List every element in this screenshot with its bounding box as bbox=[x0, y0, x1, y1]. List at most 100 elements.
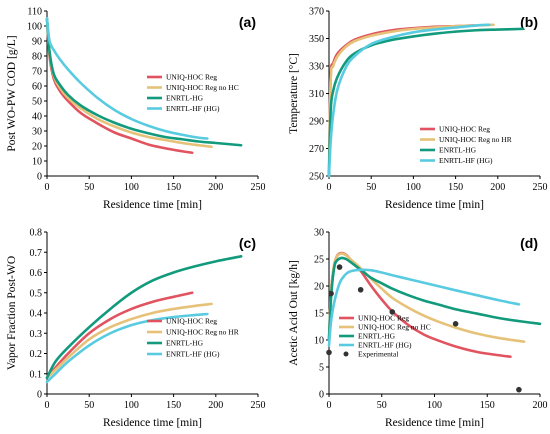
y-axis-title: Acetic Acid Out [kg/h] bbox=[288, 260, 300, 366]
panel-label: (c) bbox=[239, 235, 256, 251]
y-tick-label: 70 bbox=[32, 67, 42, 78]
y-tick-label: 30 bbox=[32, 127, 42, 138]
x-tick-label: 150 bbox=[166, 400, 181, 411]
x-tick-label: 150 bbox=[166, 182, 181, 193]
data-point-experimental bbox=[328, 290, 334, 297]
y-tick-label: 25 bbox=[314, 255, 324, 266]
x-tick-label: 250 bbox=[533, 182, 548, 193]
legend-label: ENRTL-HF (HG) bbox=[166, 350, 220, 359]
x-tick-label: 50 bbox=[84, 182, 94, 193]
x-axis-title: Residence time [min] bbox=[385, 199, 484, 211]
x-tick-label: 100 bbox=[124, 182, 139, 193]
y-tick-label: 0 bbox=[37, 390, 42, 401]
legend-label: ENRTL-HF (HG) bbox=[166, 104, 220, 113]
legend-label: UNIQ-HOC Reg no HR bbox=[439, 135, 512, 144]
series-line-enrtl-hf-hg bbox=[327, 23, 491, 178]
y-tick-label: 15 bbox=[314, 309, 324, 320]
legend-label: ENRTL-HG bbox=[166, 94, 204, 103]
legend-label: UNIQ-HOC Reg no HC bbox=[358, 323, 431, 332]
y-tick-label: 80 bbox=[32, 52, 42, 63]
y-tick-label: 0.4 bbox=[30, 309, 43, 320]
x-tick-label: 0 bbox=[45, 400, 50, 411]
y-tick-label: 0.2 bbox=[30, 349, 43, 360]
series-line-enrtl-hf-hg bbox=[327, 268, 521, 347]
x-tick-label: 250 bbox=[251, 400, 266, 411]
x-axis-title: Residence time [min] bbox=[103, 417, 202, 429]
y-tick-label: 0.7 bbox=[30, 248, 43, 259]
y-tick-label: 5 bbox=[319, 363, 324, 374]
data-point-experimental bbox=[516, 386, 522, 393]
x-tick-label: 100 bbox=[427, 400, 442, 411]
panel-d: 0 50 100 150 200 0 5 10 15 20 25 30 Residence time [… bbox=[288, 228, 548, 430]
x-tick-label: 100 bbox=[406, 182, 421, 193]
series-line-uniq-hoc-reg bbox=[45, 291, 194, 380]
x-tick-label: 200 bbox=[208, 182, 223, 193]
x-tick-label: 0 bbox=[327, 182, 332, 193]
x-tick-label: 200 bbox=[208, 400, 223, 411]
legend-label: UNIQ-HOC Reg bbox=[166, 317, 217, 326]
legend-label: UNIQ-HOC Reg bbox=[358, 314, 409, 323]
series-line-enrtl-hf-hg bbox=[45, 312, 209, 384]
y-tick-label: 10 bbox=[314, 336, 324, 347]
legend-label: UNIQ-HOC Reg no HC bbox=[166, 83, 239, 92]
y-tick-label: 0.3 bbox=[30, 329, 43, 340]
legend-label: ENRTL-HG bbox=[439, 146, 477, 155]
y-tick-label: 40 bbox=[32, 112, 42, 123]
y-axis-title: Post WO-PW COD [g/L] bbox=[6, 35, 18, 151]
series-line-enrtl-hf-hg bbox=[45, 17, 209, 140]
y-tick-label: 0 bbox=[319, 390, 324, 401]
series-line-enrtl-hg bbox=[45, 17, 243, 147]
y-tick-label: 330 bbox=[309, 62, 324, 73]
y-tick-label: 370 bbox=[309, 7, 324, 18]
y-tick-label: 290 bbox=[309, 117, 324, 128]
legend-label: UNIQ-HOC Reg no HR bbox=[166, 328, 239, 337]
y-tick-label: 20 bbox=[32, 142, 42, 153]
series-line-uniq-hoc-reg-no-hc bbox=[327, 252, 526, 343]
y-tick-label: 50 bbox=[32, 97, 42, 108]
legend-label: UNIQ-HOC Reg bbox=[439, 125, 490, 134]
legend-label: ENRTL-HG bbox=[358, 332, 396, 341]
panel-c: 0 50 100 150 200 250 0 0.1 0.2 0.3 0.4 0.5 0.6 0.7 0.8… bbox=[6, 228, 266, 430]
y-tick-label: 350 bbox=[309, 34, 324, 45]
y-tick-label: 250 bbox=[309, 172, 324, 183]
y-tick-label: 110 bbox=[27, 7, 42, 18]
x-axis-title: Residence time [min] bbox=[385, 417, 484, 429]
y-tick-label: 0.1 bbox=[30, 369, 43, 380]
data-point-experimental bbox=[452, 321, 459, 327]
data-point-experimental bbox=[336, 264, 343, 270]
x-tick-label: 250 bbox=[251, 182, 266, 193]
x-tick-label: 200 bbox=[533, 400, 548, 411]
y-tick-label: 0.6 bbox=[30, 268, 43, 279]
y-tick-label: 10 bbox=[32, 157, 42, 168]
data-point-experimental bbox=[389, 309, 396, 315]
y-axis-title: Temperature [°C] bbox=[288, 53, 300, 134]
y-tick-label: 20 bbox=[314, 282, 324, 293]
x-tick-label: 0 bbox=[45, 182, 50, 193]
y-tick-label: 310 bbox=[309, 89, 324, 100]
y-tick-label: 270 bbox=[309, 144, 324, 155]
x-axis-title: Residence time [min] bbox=[103, 199, 202, 211]
x-tick-label: 50 bbox=[84, 400, 94, 411]
x-tick-label: 150 bbox=[480, 400, 495, 411]
panel-b: 0 50 100 150 200 250 250 270 290 310 330 350 370 Resi… bbox=[288, 7, 548, 212]
y-tick-label: 100 bbox=[27, 22, 42, 33]
series-line-uniq-hoc-reg-no-hc bbox=[327, 23, 495, 178]
y-tick-label: 60 bbox=[32, 82, 42, 93]
x-tick-label: 200 bbox=[490, 182, 505, 193]
x-tick-label: 50 bbox=[366, 182, 376, 193]
panel-a: 0 50 100 150 200 250 0 10 20 30 40 50 60 70 80 90 100 110… bbox=[6, 7, 266, 212]
x-tick-label: 100 bbox=[124, 400, 139, 411]
y-tick-label: 0 bbox=[37, 172, 42, 183]
y-tick-label: 0.5 bbox=[30, 288, 43, 299]
legend-label: ENRTL-HF (HG) bbox=[358, 341, 412, 350]
y-tick-label: 0.8 bbox=[30, 228, 43, 239]
legend-label: ENRTL-HG bbox=[166, 339, 204, 348]
x-tick-label: 50 bbox=[377, 400, 387, 411]
series-line-enrtl-hg bbox=[327, 256, 542, 342]
panel-label: (d) bbox=[520, 235, 538, 251]
y-axis-title: Vapor Fraction Post-WO bbox=[6, 256, 18, 370]
